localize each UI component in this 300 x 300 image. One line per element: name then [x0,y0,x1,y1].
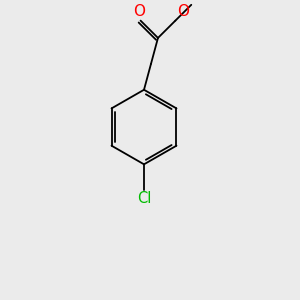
Text: O: O [177,4,189,19]
Text: Cl: Cl [137,191,151,206]
Text: O: O [134,4,146,19]
